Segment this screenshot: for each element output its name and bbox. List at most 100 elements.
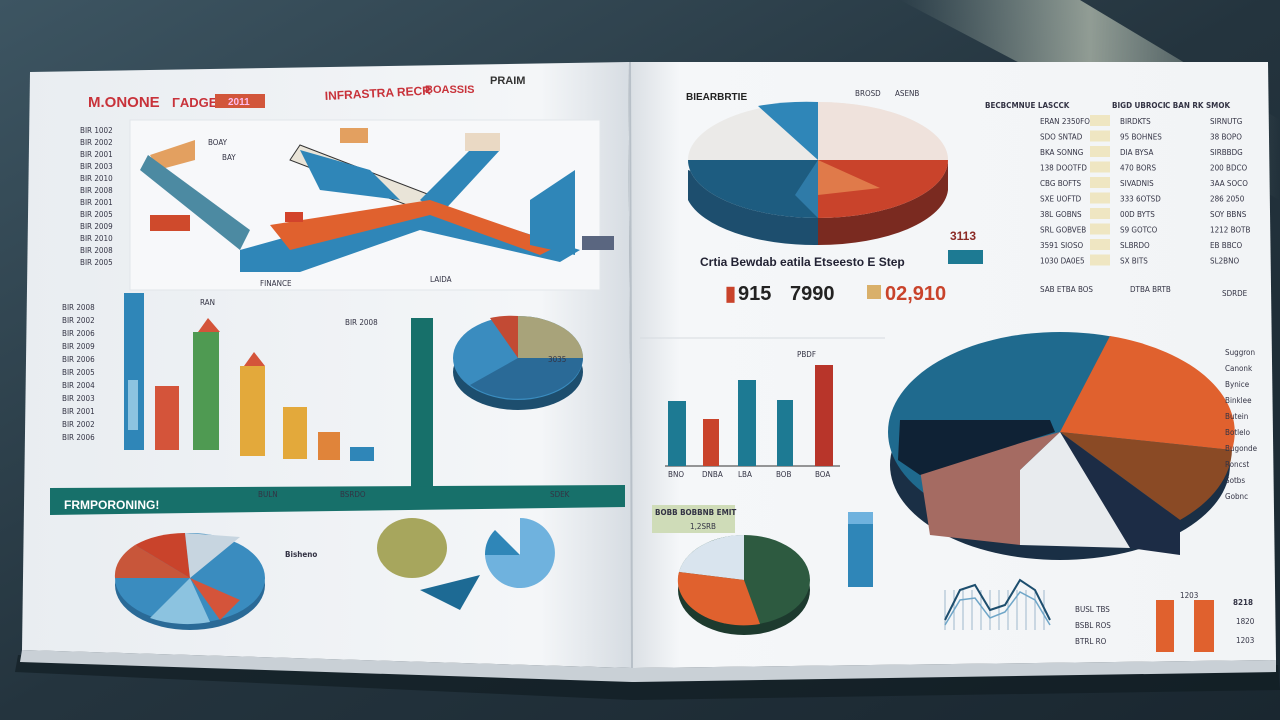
kpi-swatch: [867, 285, 881, 299]
table-cell: 470 BORS: [1120, 164, 1156, 173]
table-cell: SL2BNO: [1210, 257, 1239, 266]
bar-value: 1820: [1236, 617, 1255, 626]
table-cell: 1212 BOTB: [1210, 226, 1250, 235]
legend-item: Botlelo: [1225, 428, 1251, 437]
table-cell: SIVADNIS: [1120, 179, 1154, 188]
summary-line: Crtia Bewdab eatila Etseesto E Step: [700, 255, 905, 269]
table-cell: 3591 SIOSO: [1040, 241, 1084, 250]
bar: [815, 365, 833, 466]
axis-label: BIR 2010: [80, 234, 113, 243]
axis-label: BIR 2001: [80, 198, 113, 207]
chart-header-3: PRAIM: [490, 75, 525, 87]
bar-highlight: [128, 380, 138, 430]
table-cell: 286 2050: [1210, 195, 1245, 204]
kpi-1: 915: [738, 283, 771, 305]
table-cell: 333 6OTSD: [1120, 195, 1161, 204]
pie-chart-left-bottom-2: [377, 518, 555, 610]
ribbon-note: FINANCE: [260, 279, 292, 288]
table-cell: EB BBCO: [1210, 241, 1243, 250]
banner-col: BSRDO: [340, 490, 366, 499]
small-pie-header: BOBB BOBBNB EMIT: [655, 508, 736, 517]
bar: [1194, 600, 1214, 652]
axis-label: BIR 2002: [62, 420, 95, 429]
bar-category: BNO: [668, 470, 684, 479]
vertical-bar: [848, 512, 873, 587]
table-cell: S9 GOTCO: [1120, 226, 1158, 235]
table-cell: 95 BOHNES: [1120, 133, 1162, 142]
line-series: [944, 578, 1051, 621]
table-cell: SOY BBNS: [1210, 210, 1247, 219]
axis-label: BIR 2003: [80, 162, 113, 171]
bar: [318, 432, 340, 460]
line-note: BUSL TBS: [1075, 605, 1110, 614]
ribbon-segment: [420, 150, 500, 215]
left-title-tag: ΓADGE: [172, 95, 218, 110]
bar-category: LBA: [738, 470, 752, 479]
axis-label: BIR 1002: [80, 126, 113, 135]
line-chart: [944, 578, 1051, 630]
table-cell: BKA SONNG: [1040, 148, 1083, 157]
title-badge: [215, 94, 265, 108]
bar-chart-left: RAN BIR 2008 BIR 2002 BIR 2006 BIR 2009 BIR …: [62, 293, 378, 461]
axis-label: BIR 2004: [62, 381, 95, 390]
kpi-3: 02,910: [885, 283, 946, 305]
table-cell: DIA BYSA: [1120, 148, 1153, 157]
pie-label: 3035: [548, 355, 566, 364]
table-cell: 38L GOBNS: [1040, 210, 1082, 219]
vertical-bar-segment: [848, 512, 873, 524]
axis-label: BIR 2005: [80, 210, 113, 219]
table-swatch: [1090, 254, 1110, 266]
axis-label: BIR 2008: [80, 246, 113, 255]
table-cell: SDO SNTAD: [1040, 133, 1083, 142]
banner-title: FRMPORONING!: [64, 498, 159, 512]
bar: [1156, 600, 1174, 652]
right-page: BIEARBRTIE BROSD ASENB 3113 Crtia Bewdab…: [628, 62, 1276, 668]
axis-label: BIR 2002: [62, 316, 95, 325]
bar-value: 1203: [1180, 591, 1198, 600]
pie-legend-title: Bisheno: [285, 550, 317, 559]
legend-item: Canonk: [1225, 364, 1253, 373]
small-pie-header-box: [652, 505, 735, 533]
footer-note: SAB ETBA BOS: [1040, 285, 1093, 294]
pie-chart-right-small: [677, 534, 810, 635]
table-cell: CBG BOFTS: [1040, 179, 1082, 188]
table-cell: 38 BOPO: [1210, 133, 1242, 142]
table-swatch: [1090, 130, 1110, 142]
ribbon-segment: [300, 150, 400, 200]
footer-note: DTBA BRTB: [1130, 285, 1171, 294]
bar: [155, 386, 179, 450]
axis-label: BIR 2001: [80, 150, 113, 159]
axis-label: BIR 2009: [80, 222, 113, 231]
axis-label: BIR 2001: [62, 407, 95, 416]
legend-right: Suggron Canonk Bynice Binklee Butein Botlelo B…: [1225, 348, 1258, 501]
axis-label: BIR 2006: [62, 355, 95, 364]
bar-chart-title: RAN: [200, 298, 215, 307]
bar: [668, 401, 686, 466]
pie-title: BIEARBRTIE: [686, 92, 747, 103]
ribbon-box: [465, 133, 500, 151]
table-swatch: [1090, 177, 1110, 188]
table-header: C BAN RK SMOK: [1165, 101, 1230, 110]
line-series: [944, 591, 1051, 626]
bar-category: BOB: [776, 470, 791, 479]
table-header: BIGD UBROCI: [1112, 101, 1166, 110]
legend-item: Bynice: [1225, 380, 1250, 389]
bar: [350, 447, 374, 461]
axis-label: BIR 2006: [62, 329, 95, 338]
bar-value: 8218: [1233, 598, 1253, 607]
axis-label: BIR 2005: [80, 258, 113, 267]
ribbon-bar: [150, 215, 190, 231]
table-cell: SRL GOBVEB: [1040, 226, 1086, 235]
bar-category: BOA: [815, 470, 830, 479]
teal-divider: [411, 318, 433, 488]
axis-label: BIR 2008: [62, 303, 95, 312]
line-note: BSBL ROS: [1075, 621, 1111, 630]
bar-cap: [198, 318, 220, 332]
table-cell: SXE UOFTD: [1040, 195, 1082, 204]
bar-values-label: BIR 2008: [345, 318, 378, 327]
ribbon-box: [285, 212, 303, 222]
table-swatch: [1090, 115, 1110, 126]
bar: [738, 380, 756, 466]
table-cell: 1030 DA0E5: [1040, 257, 1085, 266]
